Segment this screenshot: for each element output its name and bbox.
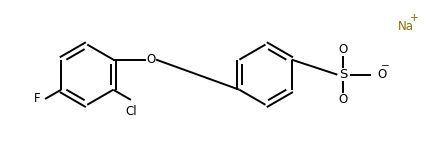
- Text: O: O: [338, 93, 347, 106]
- Text: Na: Na: [397, 20, 413, 33]
- Text: −: −: [380, 61, 389, 71]
- Text: O: O: [338, 43, 347, 56]
- Text: F: F: [34, 92, 40, 105]
- Text: O: O: [376, 68, 386, 81]
- Text: +: +: [409, 13, 417, 23]
- Text: Cl: Cl: [125, 105, 136, 118]
- Text: S: S: [338, 68, 347, 81]
- Text: O: O: [146, 53, 155, 66]
